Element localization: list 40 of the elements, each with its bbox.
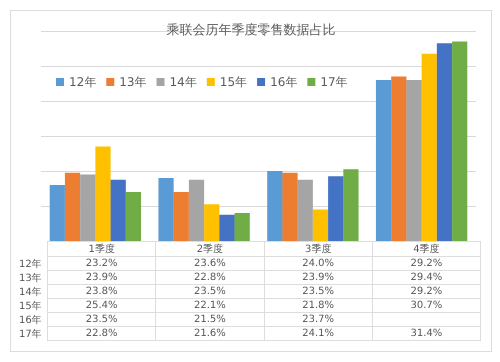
data-label: 25.4%: [48, 298, 156, 312]
legend-label: 14年: [170, 75, 197, 89]
data-label: 23.5%: [264, 284, 372, 298]
text: 12年: [19, 258, 42, 270]
data-label: 22.1%: [156, 298, 264, 312]
data-label: 21.5%: [156, 312, 264, 326]
text: 13年: [19, 272, 42, 284]
data-label: 23.9%: [48, 270, 156, 284]
text: 15年: [19, 300, 42, 312]
data-label: 23.7%: [264, 312, 372, 326]
data-label: 22.8%: [156, 270, 264, 284]
x-tick-label: 2季度: [156, 242, 264, 256]
data-label: 23.5%: [48, 312, 156, 326]
x-tick-label: 4季度: [372, 242, 480, 256]
legend-label: 12年: [69, 75, 96, 89]
text: 14年: [19, 286, 42, 298]
legend-label: 15年: [220, 75, 248, 89]
data-label: 23.5%: [156, 284, 264, 298]
data-label: 21.8%: [264, 298, 372, 312]
data-label: 24.0%: [264, 256, 372, 270]
x-tick-label: 3季度: [264, 242, 372, 256]
data-label: 21.6%: [156, 326, 264, 340]
data-label: 23.2%: [48, 256, 156, 270]
legend-label: 17年: [320, 75, 348, 89]
data-label: 23.8%: [48, 284, 156, 298]
data-label: 23.6%: [156, 256, 264, 270]
data-label: 22.8%: [48, 326, 156, 340]
x-tick-label: 1季度: [48, 242, 156, 256]
data-label: 24.1%: [264, 326, 372, 340]
data-label: 31.4%: [372, 326, 480, 340]
legend-label: 13年: [119, 75, 147, 89]
data-label: 29.2%: [372, 284, 480, 298]
legend-label: 16年: [270, 75, 298, 89]
chart-title: 乘联会历年季度零售数据占比: [166, 22, 336, 38]
data-label: 23.9%: [264, 270, 372, 284]
data-label: 30.7%: [372, 298, 480, 312]
text: 17年: [19, 328, 42, 340]
data-label: 29.2%: [372, 256, 480, 270]
text: 16年: [19, 314, 42, 326]
data-label: 29.4%: [372, 270, 480, 284]
